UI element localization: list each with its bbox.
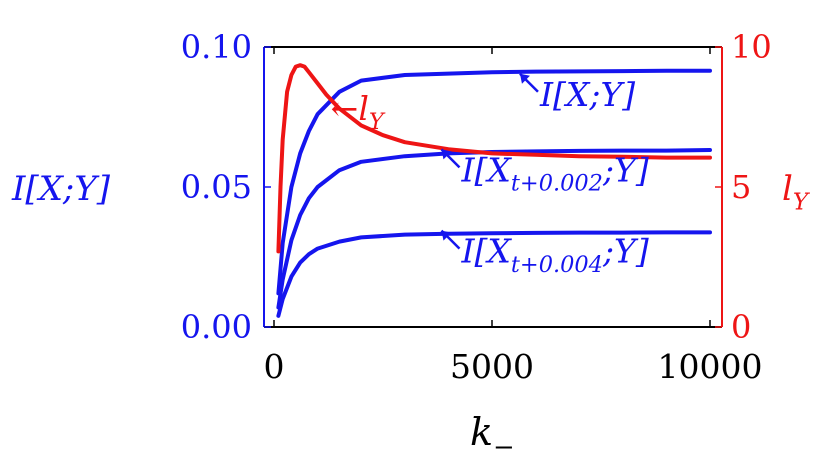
annotation-label-3-part: ;Y] [602,232,649,271]
annotation-label-2-part: ;Y] [602,150,649,189]
series-line-3 [276,63,712,254]
annotation-arrowhead-2 [441,149,452,160]
annotation-label-0-part: Y [369,109,386,135]
y-right-axis-label-part: Y [793,190,811,216]
y-left-tick-label: 0.05 [181,168,252,206]
annotation-label-2-part: I[X [460,150,512,189]
series-line-2 [276,230,712,318]
y-left-tick-label: 0.00 [181,308,252,346]
y-right-axis-label-part: l [782,169,793,209]
annotation-label-3: I[Xt+0.004;Y] [460,232,648,278]
annotation-label-0: ←lY [331,89,386,135]
y-left-axis-label-part: I[X;Y] [11,169,111,209]
series-line-1 [276,148,712,310]
x-axis-label-part: k [470,410,493,454]
y-right-axis-label: lY [782,169,811,216]
annotation-label-2-part: t+0.002 [511,171,603,197]
x-tick-label: 0 [264,347,285,386]
x-axis-label: k− [470,410,515,463]
y-right-tick-label: 5 [731,168,751,206]
annotation-label-1: I[X;Y] [539,75,635,114]
annotation-label-2: I[Xt+0.002;Y] [460,150,648,196]
annotation-label-0-part: ←l [331,89,369,128]
y-left-axis-label: I[X;Y] [11,169,111,209]
annotation-label-3-part: I[X [460,232,512,271]
y-right-tick-label: 0 [731,308,751,346]
x-tick-label: 5000 [450,347,534,386]
annotation-label-3-part: t+0.004 [511,252,603,278]
annotation-arrowhead-1 [519,73,530,84]
series-line-0 [276,68,712,296]
annotation-label-1-part: I[X;Y] [539,75,635,114]
annotation-arrowhead-3 [441,230,452,241]
x-tick-label: 10000 [658,347,763,386]
x-axis-label-part: − [493,433,515,463]
y-left-tick-label: 0.10 [181,28,252,66]
y-right-tick-label: 10 [731,28,772,66]
